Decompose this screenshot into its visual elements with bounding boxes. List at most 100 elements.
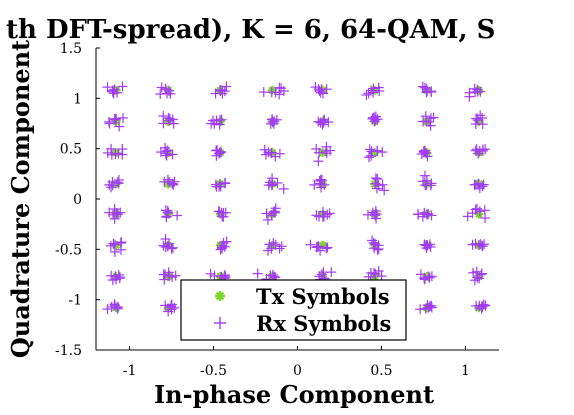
rx-symbol-point (214, 179, 225, 190)
rx-symbol-point (272, 177, 283, 188)
rx-symbol-point (155, 89, 166, 100)
legend-rx-label: Rx Symbols (256, 311, 391, 336)
rx-symbol-point (417, 211, 428, 222)
x-tick-label: 0 (293, 363, 302, 379)
rx-symbol-point (318, 88, 329, 99)
rx-symbol-point (118, 112, 129, 123)
rx-symbol-point (479, 239, 490, 250)
y-tick-label: 1 (73, 91, 82, 107)
rx-symbol-point (158, 118, 169, 129)
rx-symbol-point (313, 156, 324, 167)
y-tick-label: 1.5 (60, 41, 82, 57)
rx-symbol-point (214, 206, 225, 217)
rx-symbol-point (311, 144, 322, 155)
rx-symbol-point (417, 81, 428, 92)
rx-symbol-point (418, 116, 429, 127)
rx-symbol-point (106, 302, 117, 313)
rx-symbol-point (112, 209, 123, 220)
rx-symbol-point (311, 210, 322, 221)
rx-symbol-point (372, 145, 383, 156)
rx-symbol-point (372, 173, 383, 184)
rx-symbol-point (278, 85, 289, 96)
rx-symbol-point (160, 142, 171, 153)
rx-symbol-point (207, 115, 218, 126)
rx-symbol-point (214, 181, 225, 192)
rx-symbol-point (373, 240, 384, 251)
rx-symbol-point (373, 82, 384, 93)
rx-symbol-point (117, 144, 128, 155)
rx-symbol-point (309, 179, 320, 190)
rx-symbol-point (113, 178, 124, 189)
y-tick-label: 0 (73, 192, 82, 208)
rx-symbol-point (172, 210, 183, 221)
rx-symbol-point (421, 209, 432, 220)
rx-symbol-point (420, 303, 431, 314)
rx-symbol-point (261, 208, 272, 219)
rx-symbol-point (368, 237, 379, 248)
rx-symbol-point (212, 145, 223, 156)
rx-symbol-point (310, 82, 321, 93)
rx-symbol-point (477, 119, 488, 130)
rx-symbol-point (305, 239, 316, 250)
rx-symbol-point (106, 143, 117, 154)
rx-symbol-point (363, 152, 374, 163)
rx-symbol-point (426, 271, 437, 282)
rx-symbol-point (155, 147, 166, 158)
rx-symbol-point (167, 149, 178, 160)
rx-symbol-point (372, 244, 383, 255)
rx-symbol-point (314, 176, 325, 187)
rx-symbol-point (218, 207, 229, 218)
rx-symbol-point (474, 206, 485, 217)
rx-symbol-point (221, 81, 232, 92)
rx-symbol-point (102, 304, 113, 315)
rx-symbol-point (274, 148, 285, 159)
rx-symbol-point (105, 240, 116, 251)
x-tick-label: 1 (461, 363, 470, 379)
rx-symbol-point (421, 175, 432, 186)
rx-symbol-point (264, 239, 275, 250)
rx-symbol-point (426, 178, 437, 189)
rx-symbol-point (478, 299, 489, 310)
rx-symbol-point (103, 116, 114, 127)
rx-symbol-point (471, 113, 482, 124)
rx-symbol-point (468, 267, 479, 278)
x-axis-label: In-phase Component (154, 380, 434, 409)
rx-symbol-point (326, 267, 337, 278)
rx-symbol-point (107, 85, 118, 96)
rx-symbol-point (322, 242, 333, 253)
rx-symbol-point (424, 301, 435, 312)
rx-symbol-point (320, 145, 331, 156)
rx-symbol-point (159, 269, 170, 280)
rx-symbol-point (366, 85, 377, 96)
rx-symbol-point (321, 148, 332, 159)
rx-symbol-point (419, 170, 430, 181)
rx-symbol-point (267, 173, 278, 184)
rx-symbol-point (268, 207, 279, 218)
rx-symbol-point (323, 117, 334, 128)
rx-symbol-point (276, 241, 287, 252)
rx-symbol-point (114, 121, 125, 132)
rx-symbol-point (418, 145, 429, 156)
rx-symbol-point (477, 241, 488, 252)
rx-symbol-point (215, 84, 226, 95)
rx-symbol-point (364, 144, 375, 155)
rx-symbol-point (419, 274, 430, 285)
rx-symbol-point (263, 147, 274, 158)
rx-symbol-point (419, 272, 430, 283)
rx-symbol-point (170, 270, 181, 281)
x-tick-label: 0.5 (370, 363, 392, 379)
rx-symbol-point (266, 114, 277, 125)
legend-box (180, 279, 407, 341)
y-tick-label: -1 (68, 293, 82, 309)
legend-tx-label: Tx Symbols (256, 284, 390, 309)
rx-symbol-point (110, 148, 121, 159)
rx-symbol-point (368, 87, 379, 98)
y-tick-label: 0.5 (60, 142, 82, 158)
rx-symbol-point (115, 244, 126, 255)
rx-symbol-point (215, 244, 226, 255)
chart-title: th DFT-spread), K = 6, 64-QAM, S (6, 15, 495, 45)
rx-symbol-point (415, 304, 426, 315)
rx-symbol-point (220, 178, 231, 189)
rx-symbol-point (324, 208, 335, 219)
